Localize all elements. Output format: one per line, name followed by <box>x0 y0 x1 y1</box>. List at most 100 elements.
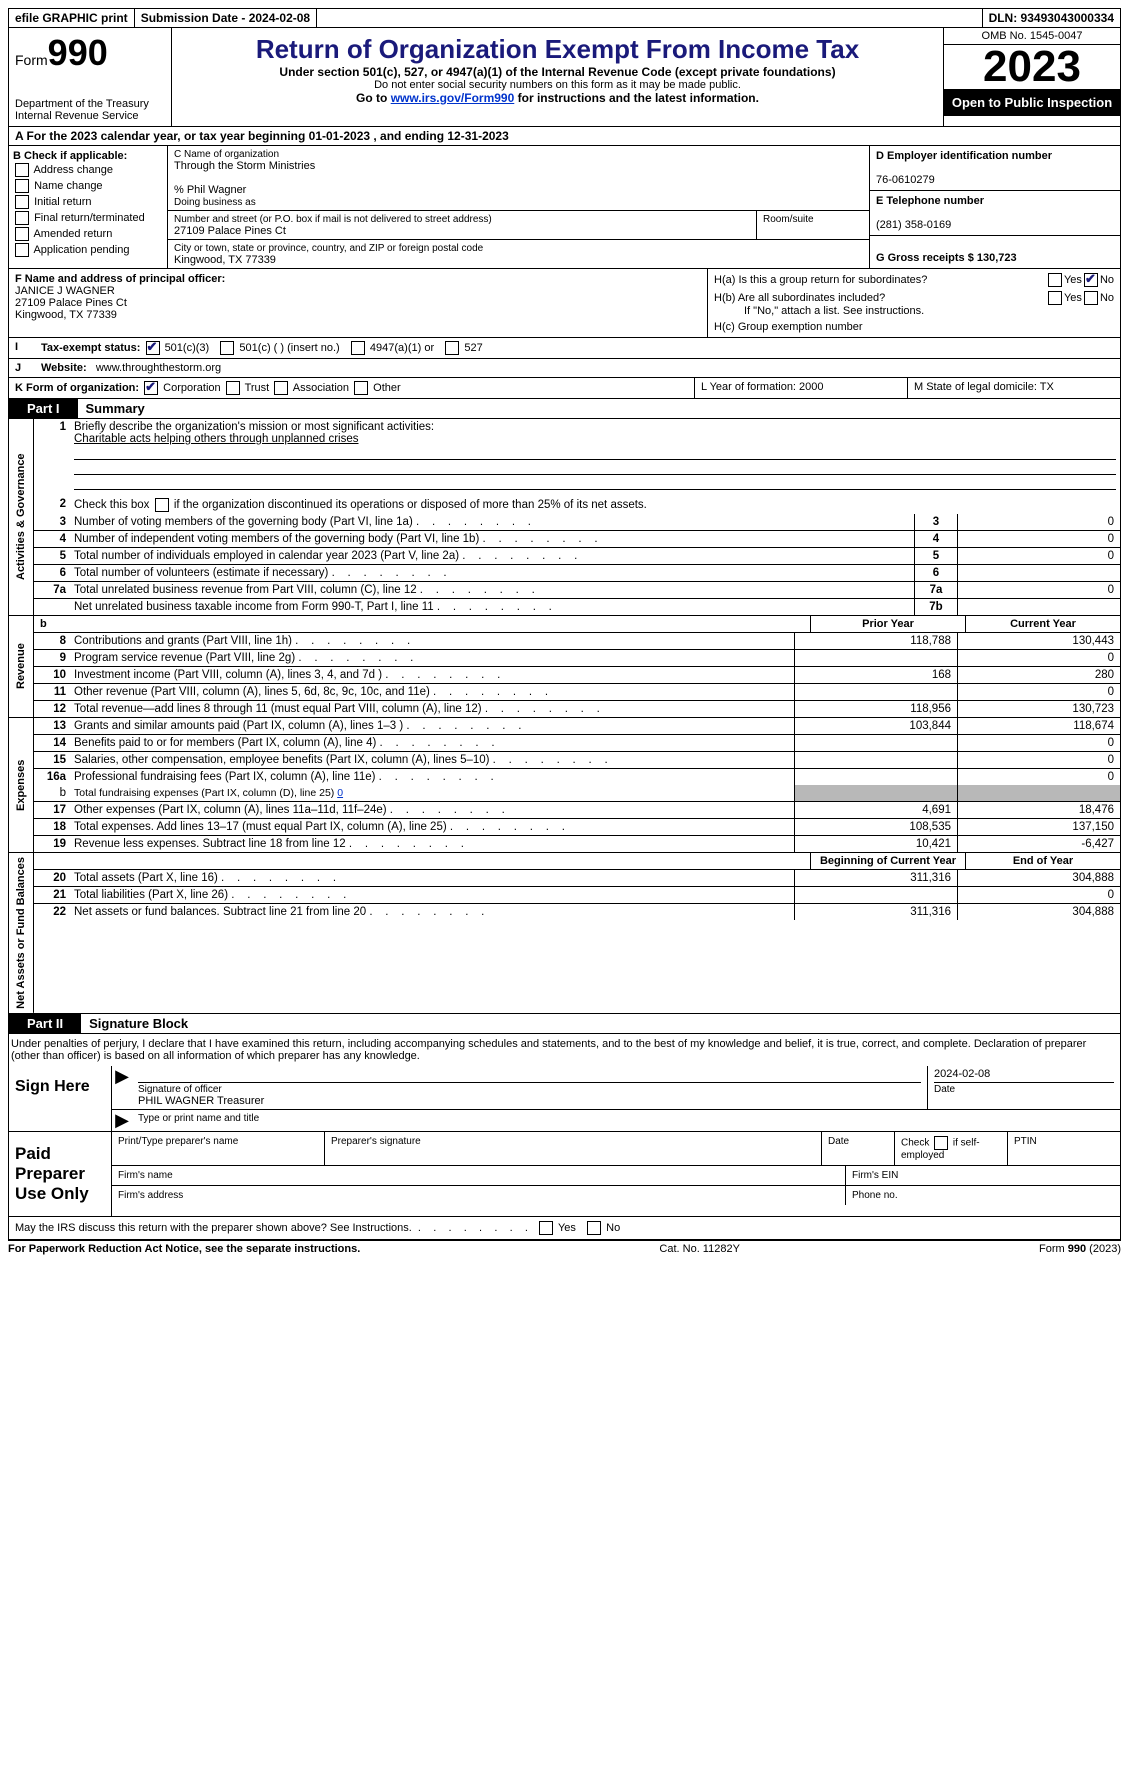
dln: DLN: 93493043000334 <box>983 9 1120 27</box>
part1-header: Part I Summary <box>8 399 1121 419</box>
rev-header: b Prior Year Current Year <box>34 616 1120 633</box>
data-row: 10Investment income (Part VIII, column (… <box>34 667 1120 684</box>
page-footer: For Paperwork Reduction Act Notice, see … <box>8 1240 1121 1257</box>
data-row: 13Grants and similar amounts paid (Part … <box>34 718 1120 735</box>
form990-link[interactable]: www.irs.gov/Form990 <box>391 91 515 105</box>
row-k: K Form of organization: Corporation Trus… <box>9 378 1120 398</box>
data-row: 17Other expenses (Part IX, column (A), l… <box>34 802 1120 819</box>
na-header: Beginning of Current Year End of Year <box>34 853 1120 870</box>
spacer <box>317 9 982 27</box>
officer-block: F Name and address of principal officer:… <box>9 269 707 337</box>
chk-discontinued[interactable] <box>155 498 169 512</box>
form-title: Return of Organization Exempt From Incom… <box>178 34 937 65</box>
chk-pending[interactable]: Application pending <box>13 242 163 258</box>
officer-street: 27109 Palace Pines Ct <box>15 297 127 309</box>
paid-preparer-block: Paid Preparer Use Only Print/Type prepar… <box>8 1132 1121 1217</box>
sign-date: 2024-02-08 <box>934 1068 1114 1083</box>
open-public: Open to Public Inspection <box>944 89 1120 116</box>
row-a: A For the 2023 calendar year, or tax yea… <box>8 127 1121 146</box>
phone-block: E Telephone number (281) 358-0169 <box>870 191 1120 236</box>
row-i: I Tax-exempt status: 501(c)(3) 501(c) ( … <box>9 338 1120 359</box>
self-emp-cell: Check if self-employed <box>895 1132 1008 1165</box>
part2-header: Part II Signature Block <box>8 1014 1121 1034</box>
form-number: Form990 <box>15 32 165 74</box>
chk-self-emp[interactable] <box>934 1136 948 1150</box>
vert-expenses: Expenses <box>9 718 34 852</box>
irs-discuss-row: May the IRS discuss this return with the… <box>8 1217 1121 1240</box>
chk-initial[interactable]: Initial return <box>13 194 163 210</box>
cat-no: Cat. No. 11282Y <box>659 1243 740 1255</box>
hb-no[interactable] <box>1084 291 1098 305</box>
row-fh: F Name and address of principal officer:… <box>8 268 1121 337</box>
org-name: Through the Storm Ministries <box>174 160 315 172</box>
chk-corp[interactable] <box>144 381 158 395</box>
expenses-section: Expenses 13Grants and similar amounts pa… <box>8 718 1121 853</box>
data-row: 18Total expenses. Add lines 13–17 (must … <box>34 819 1120 836</box>
chk-assoc[interactable] <box>274 381 288 395</box>
gov-row: 6Total number of volunteers (estimate if… <box>34 565 1120 582</box>
chk-501c[interactable] <box>220 341 234 355</box>
website: www.throughthestorm.org <box>96 362 221 374</box>
col-c-org: C Name of organization Through the Storm… <box>168 146 869 268</box>
hb-yes[interactable] <box>1048 291 1062 305</box>
ein: 76-0610279 <box>876 174 935 186</box>
form-ref: Form 990 (2023) <box>1039 1243 1121 1255</box>
ssn-note: Do not enter social security numbers on … <box>178 79 937 91</box>
row-j: J Website: www.throughthestorm.org <box>9 359 1120 378</box>
vert-revenue: Revenue <box>9 616 34 717</box>
city-state-zip: Kingwood, TX 77339 <box>174 254 276 266</box>
line2-text: Check this box if the organization disco… <box>70 496 1120 514</box>
chk-address[interactable]: Address change <box>13 162 163 178</box>
chk-4947[interactable] <box>351 341 365 355</box>
submission-date: Submission Date - 2024-02-08 <box>135 9 317 27</box>
care-of: % Phil Wagner <box>174 184 246 196</box>
title-col: Return of Organization Exempt From Incom… <box>172 28 943 126</box>
chk-527[interactable] <box>445 341 459 355</box>
form-id-col: Form990 Department of the Treasury Inter… <box>9 28 172 126</box>
paperwork-notice: For Paperwork Reduction Act Notice, see … <box>8 1243 360 1255</box>
tax-year: 2023 <box>944 45 1120 89</box>
chk-amended[interactable]: Amended return <box>13 226 163 242</box>
data-row: 19Revenue less expenses. Subtract line 1… <box>34 836 1120 852</box>
penalty-text: Under penalties of perjury, I declare th… <box>8 1034 1121 1066</box>
gov-row: 4Number of independent voting members of… <box>34 531 1120 548</box>
b-label: B Check if applicable: <box>13 150 163 162</box>
data-row: 22Net assets or fund balances. Subtract … <box>34 904 1120 920</box>
mission-text: Charitable acts helping others through u… <box>74 433 359 445</box>
officer-name: JANICE J WAGNER <box>15 285 115 297</box>
part2-tab: Part II <box>9 1014 81 1033</box>
chk-final[interactable]: Final return/terminated <box>13 210 163 226</box>
city-row: City or town, state or province, country… <box>168 240 869 268</box>
arrow-icon: ▶ <box>112 1066 132 1109</box>
gross-receipts: G Gross receipts $ 130,723 <box>870 236 1120 268</box>
year-formation: L Year of formation: 2000 <box>694 378 907 398</box>
gov-row: 5Total number of individuals employed in… <box>34 548 1120 565</box>
chk-other[interactable] <box>354 381 368 395</box>
c-name-block: C Name of organization Through the Storm… <box>168 146 869 211</box>
state-domicile: M State of legal domicile: TX <box>907 378 1120 398</box>
governance-section: Activities & Governance 1 Briefly descri… <box>8 419 1121 616</box>
sign-here-label: Sign Here <box>9 1066 112 1131</box>
fundraising-val: 0 <box>337 787 343 799</box>
chk-name[interactable]: Name change <box>13 178 163 194</box>
top-bar: efile GRAPHIC print Submission Date - 20… <box>8 8 1121 28</box>
chk-trust[interactable] <box>226 381 240 395</box>
data-row: 14Benefits paid to or for members (Part … <box>34 735 1120 752</box>
part1-tab: Part I <box>9 399 78 418</box>
ha-yes[interactable] <box>1048 273 1062 287</box>
data-row: 21Total liabilities (Part X, line 26)0 <box>34 887 1120 904</box>
discuss-no[interactable] <box>587 1221 601 1235</box>
year-col: OMB No. 1545-0047 2023 Open to Public In… <box>943 28 1120 126</box>
data-row: 16aProfessional fundraising fees (Part I… <box>34 769 1120 785</box>
part2-title: Signature Block <box>81 1014 196 1033</box>
sign-here-block: Sign Here ▶ Signature of officer PHIL WA… <box>8 1066 1121 1132</box>
discuss-yes[interactable] <box>539 1221 553 1235</box>
line-16b: b Total fundraising expenses (Part IX, c… <box>34 785 1120 802</box>
gov-row: 7aTotal unrelated business revenue from … <box>34 582 1120 599</box>
chk-501c3[interactable] <box>146 341 160 355</box>
data-row: 15Salaries, other compensation, employee… <box>34 752 1120 769</box>
data-row: 11Other revenue (Part VIII, column (A), … <box>34 684 1120 701</box>
goto-line: Go to www.irs.gov/Form990 for instructio… <box>178 91 937 105</box>
data-row: 9Program service revenue (Part VIII, lin… <box>34 650 1120 667</box>
ha-no[interactable] <box>1084 273 1098 287</box>
